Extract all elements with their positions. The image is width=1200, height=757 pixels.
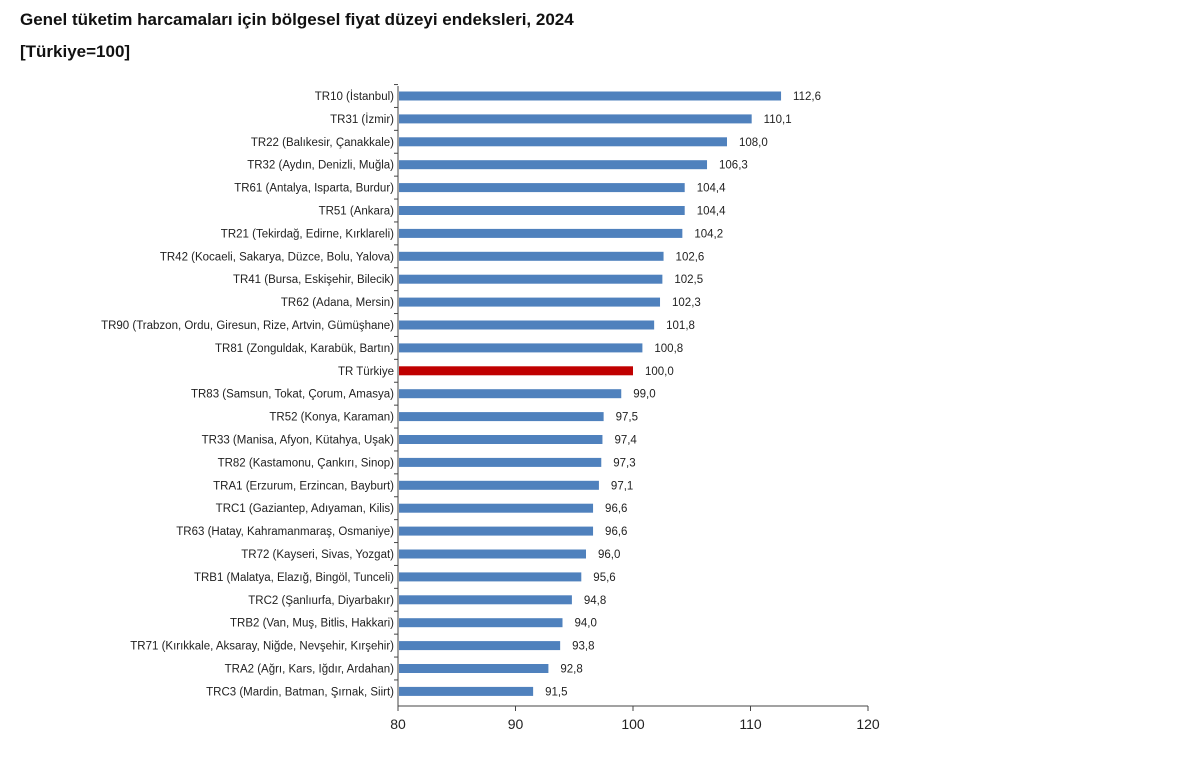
bar (399, 91, 782, 101)
data-label: 104,4 (697, 183, 726, 195)
category-label: TR22 (Balıkesir, Çanakkale) (251, 137, 394, 149)
data-label: 102,5 (674, 274, 703, 286)
bar (399, 664, 549, 673)
bar (399, 572, 582, 582)
category-label: TR33 (Manisa, Afyon, Kütahya, Uşak) (202, 435, 395, 447)
data-label: 94,8 (584, 595, 606, 607)
bar (399, 412, 604, 422)
category-label: TR42 (Kocaeli, Sakarya, Düzce, Bolu, Yal… (160, 251, 394, 263)
category-label: TRA1 (Erzurum, Erzincan, Bayburt) (213, 480, 394, 492)
category-label: TR90 (Trabzon, Ordu, Giresun, Rize, Artv… (101, 320, 394, 332)
data-label: 96,0 (598, 549, 620, 561)
category-label: TRB2 (Van, Muş, Bitlis, Hakkari) (230, 618, 394, 630)
x-tick-label: 110 (739, 716, 762, 732)
bar (399, 297, 661, 307)
x-tick-label: 90 (508, 716, 524, 732)
category-label: TRC2 (Şanlıurfa, Diyarbakır) (248, 595, 394, 607)
bar (399, 343, 643, 353)
category-label: TR Türkiye (338, 366, 394, 378)
category-label: TR32 (Aydın, Denizli, Muğla) (247, 160, 394, 172)
chart-title: Genel tüketim harcamaları için bölgesel … (20, 10, 574, 29)
bar (399, 503, 594, 513)
data-label: 112,6 (793, 91, 821, 103)
x-tick-label: 100 (621, 716, 645, 732)
chart-subtitle: [Türkiye=100] (20, 42, 131, 61)
category-label: TR21 (Tekirdağ, Edirne, Kırklareli) (221, 228, 394, 240)
bar (399, 183, 685, 193)
category-label: TR82 (Kastamonu, Çankırı, Sinop) (218, 457, 395, 469)
bar (399, 526, 594, 536)
category-label: TR41 (Bursa, Eskişehir, Bilecik) (233, 274, 394, 286)
data-label: 101,8 (666, 320, 695, 332)
category-label: TRC1 (Gaziantep, Adıyaman, Kilis) (216, 503, 394, 515)
data-label: 110,1 (764, 114, 792, 126)
bar (399, 160, 708, 170)
category-label: TR81 (Zonguldak, Karabük, Bartın) (215, 343, 394, 355)
category-label: TRC3 (Mardin, Batman, Şırnak, Siirt) (206, 686, 394, 698)
bar (399, 251, 664, 261)
data-label: 93,8 (572, 641, 594, 653)
bar (399, 618, 563, 628)
bar (399, 595, 572, 605)
data-label: 106,3 (719, 160, 748, 172)
x-tick-label: 120 (856, 716, 880, 732)
category-label: TR61 (Antalya, Isparta, Burdur) (234, 183, 394, 195)
category-label: TR31 (İzmir) (330, 113, 394, 126)
data-label: 97,1 (611, 480, 633, 492)
category-label: TR63 (Hatay, Kahramanmaraş, Osmaniye) (176, 526, 394, 538)
bar (399, 366, 633, 376)
category-label: TR10 (İstanbul) (315, 90, 394, 103)
bar (399, 274, 663, 284)
data-label: 97,3 (613, 457, 635, 469)
data-label: 92,8 (560, 664, 582, 676)
category-label: TR71 (Kırıkkale, Aksaray, Niğde, Nevşehi… (130, 641, 394, 653)
bar (399, 389, 622, 399)
data-label: 100,8 (654, 343, 683, 355)
data-label: 96,6 (605, 526, 627, 538)
data-label: 96,6 (605, 503, 627, 515)
data-label: 100,0 (645, 366, 674, 378)
data-label: 102,3 (672, 297, 701, 309)
data-label: 94,0 (575, 618, 597, 630)
x-tick-label: 80 (390, 716, 406, 732)
data-label: 104,4 (697, 206, 726, 218)
bar (399, 457, 602, 467)
data-label: 99,0 (633, 389, 655, 401)
data-label: 102,6 (676, 251, 705, 263)
bar (399, 320, 655, 330)
bar (399, 206, 685, 215)
bar (399, 480, 599, 490)
bar (399, 228, 683, 238)
bar (399, 435, 603, 444)
bar (399, 686, 534, 696)
bar (399, 641, 561, 651)
data-label: 97,4 (614, 435, 637, 447)
bar (399, 137, 727, 147)
category-label: TR51 (Ankara) (319, 206, 395, 218)
bar (399, 114, 752, 124)
data-label: 95,6 (593, 572, 615, 584)
category-label: TR83 (Samsun, Tokat, Çorum, Amasya) (191, 389, 394, 401)
category-label: TRB1 (Malatya, Elazığ, Bingöl, Tunceli) (194, 572, 394, 584)
bar (399, 549, 586, 559)
category-label: TR72 (Kayseri, Sivas, Yozgat) (241, 549, 394, 561)
data-label: 97,5 (616, 412, 638, 424)
data-label: 91,5 (545, 686, 567, 698)
data-label: 104,2 (694, 228, 723, 240)
category-label: TR62 (Adana, Mersin) (281, 297, 394, 309)
category-label: TR52 (Konya, Karaman) (269, 412, 394, 424)
category-label: TRA2 (Ağrı, Kars, Iğdır, Ardahan) (225, 664, 395, 676)
data-label: 108,0 (739, 137, 768, 149)
